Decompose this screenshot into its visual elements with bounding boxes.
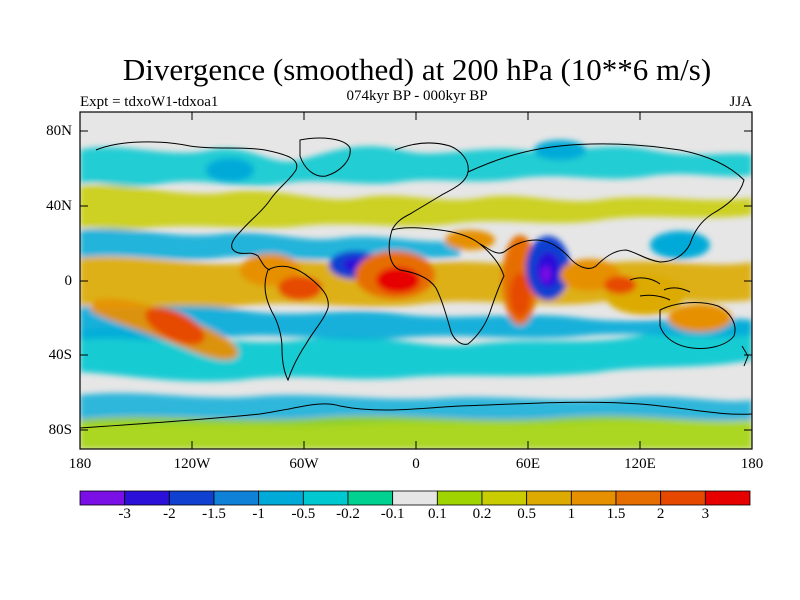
lon-label: 120W (173, 456, 211, 472)
contour-region (206, 158, 254, 182)
contour-region (376, 267, 420, 293)
contour-region (604, 276, 636, 294)
colorbar-swatch (570, 490, 617, 506)
plot-title: Divergence (smoothed) at 200 hPa (10**6 … (122, 52, 712, 87)
contour-region (278, 276, 322, 300)
lon-label: 0 (412, 456, 420, 472)
lat-label: 80N (46, 123, 72, 139)
lon-label: 60W (289, 456, 319, 472)
lat-label: 40S (48, 347, 72, 363)
contour-region (80, 228, 460, 260)
colorbar-label: 0.5 (517, 506, 537, 522)
contour-region (80, 305, 752, 341)
colorbar-swatch (124, 490, 170, 506)
colorbar-swatch (481, 490, 528, 506)
coastline-antarctica (80, 401, 752, 429)
colorbar-label: 2 (656, 506, 665, 522)
plot-subtitle: 074kyr BP - 000kyr BP (346, 88, 488, 104)
colorbar-label: 0.2 (472, 506, 492, 522)
divergence-field (80, 140, 752, 449)
colorbar-swatch (704, 490, 751, 506)
contour-region (534, 140, 586, 160)
colorbar-label: 1 (567, 506, 576, 522)
colorbar-label: -0.2 (336, 506, 360, 522)
colorbar-swatch (347, 490, 394, 506)
coastline-africa (388, 227, 505, 345)
colorbar-swatch (392, 490, 438, 506)
coastline-south-america (264, 265, 329, 382)
contour-region (541, 266, 551, 282)
lon-label: 180 (68, 456, 92, 472)
colorbar-swatch (302, 490, 349, 506)
colorbar (79, 490, 751, 506)
contour-region (80, 320, 752, 382)
colorbar-label: -3 (118, 506, 131, 522)
coastlines (80, 137, 752, 429)
contour-region (445, 230, 495, 250)
colorbar-label: -0.5 (291, 506, 316, 522)
lat-label: 40N (46, 198, 72, 214)
coastline-greenland (299, 137, 351, 177)
colorbar-swatch (526, 490, 572, 506)
coastline-new-zealand (741, 345, 749, 367)
lat-ticks (80, 130, 752, 431)
contour-region (145, 307, 205, 345)
colorbar-label: 3 (701, 506, 710, 522)
colorbar-swatch (436, 490, 483, 506)
season-label: JJA (729, 94, 752, 110)
lat-label: 80S (48, 422, 72, 438)
lon-label: 180 (740, 456, 764, 472)
lon-ticks (191, 112, 641, 449)
contour-region (80, 184, 752, 230)
contour-region (80, 416, 752, 449)
lat-label: 0 (64, 273, 73, 289)
coastline-australia (659, 302, 736, 349)
lon-label: 60E (515, 456, 541, 472)
coastline-europe (391, 142, 469, 231)
colorbar-swatch (660, 490, 706, 506)
experiment-label: Expt = tdxoW1-tdxoa1 (80, 94, 219, 110)
colorbar-swatch (79, 490, 126, 506)
colorbar-swatch (168, 490, 215, 506)
colorbar-swatch (615, 490, 662, 506)
colorbar-swatch (213, 490, 260, 506)
colorbar-label: -1.5 (202, 506, 226, 522)
colorbar-label: -2 (163, 506, 176, 522)
colorbar-label: 1.5 (606, 506, 626, 522)
coastline-indonesia (629, 277, 691, 301)
contour-region (510, 273, 530, 317)
colorbar-label: -1 (252, 506, 265, 522)
contour-region (650, 231, 710, 259)
lon-label: 120E (624, 456, 656, 472)
coastline-asia (467, 143, 745, 269)
contour-region (668, 304, 732, 332)
colorbar-swatch (258, 490, 304, 506)
colorbar-label: 0.1 (427, 506, 447, 522)
coastline-north-america (95, 141, 298, 271)
colorbar-label: -0.1 (380, 506, 405, 522)
